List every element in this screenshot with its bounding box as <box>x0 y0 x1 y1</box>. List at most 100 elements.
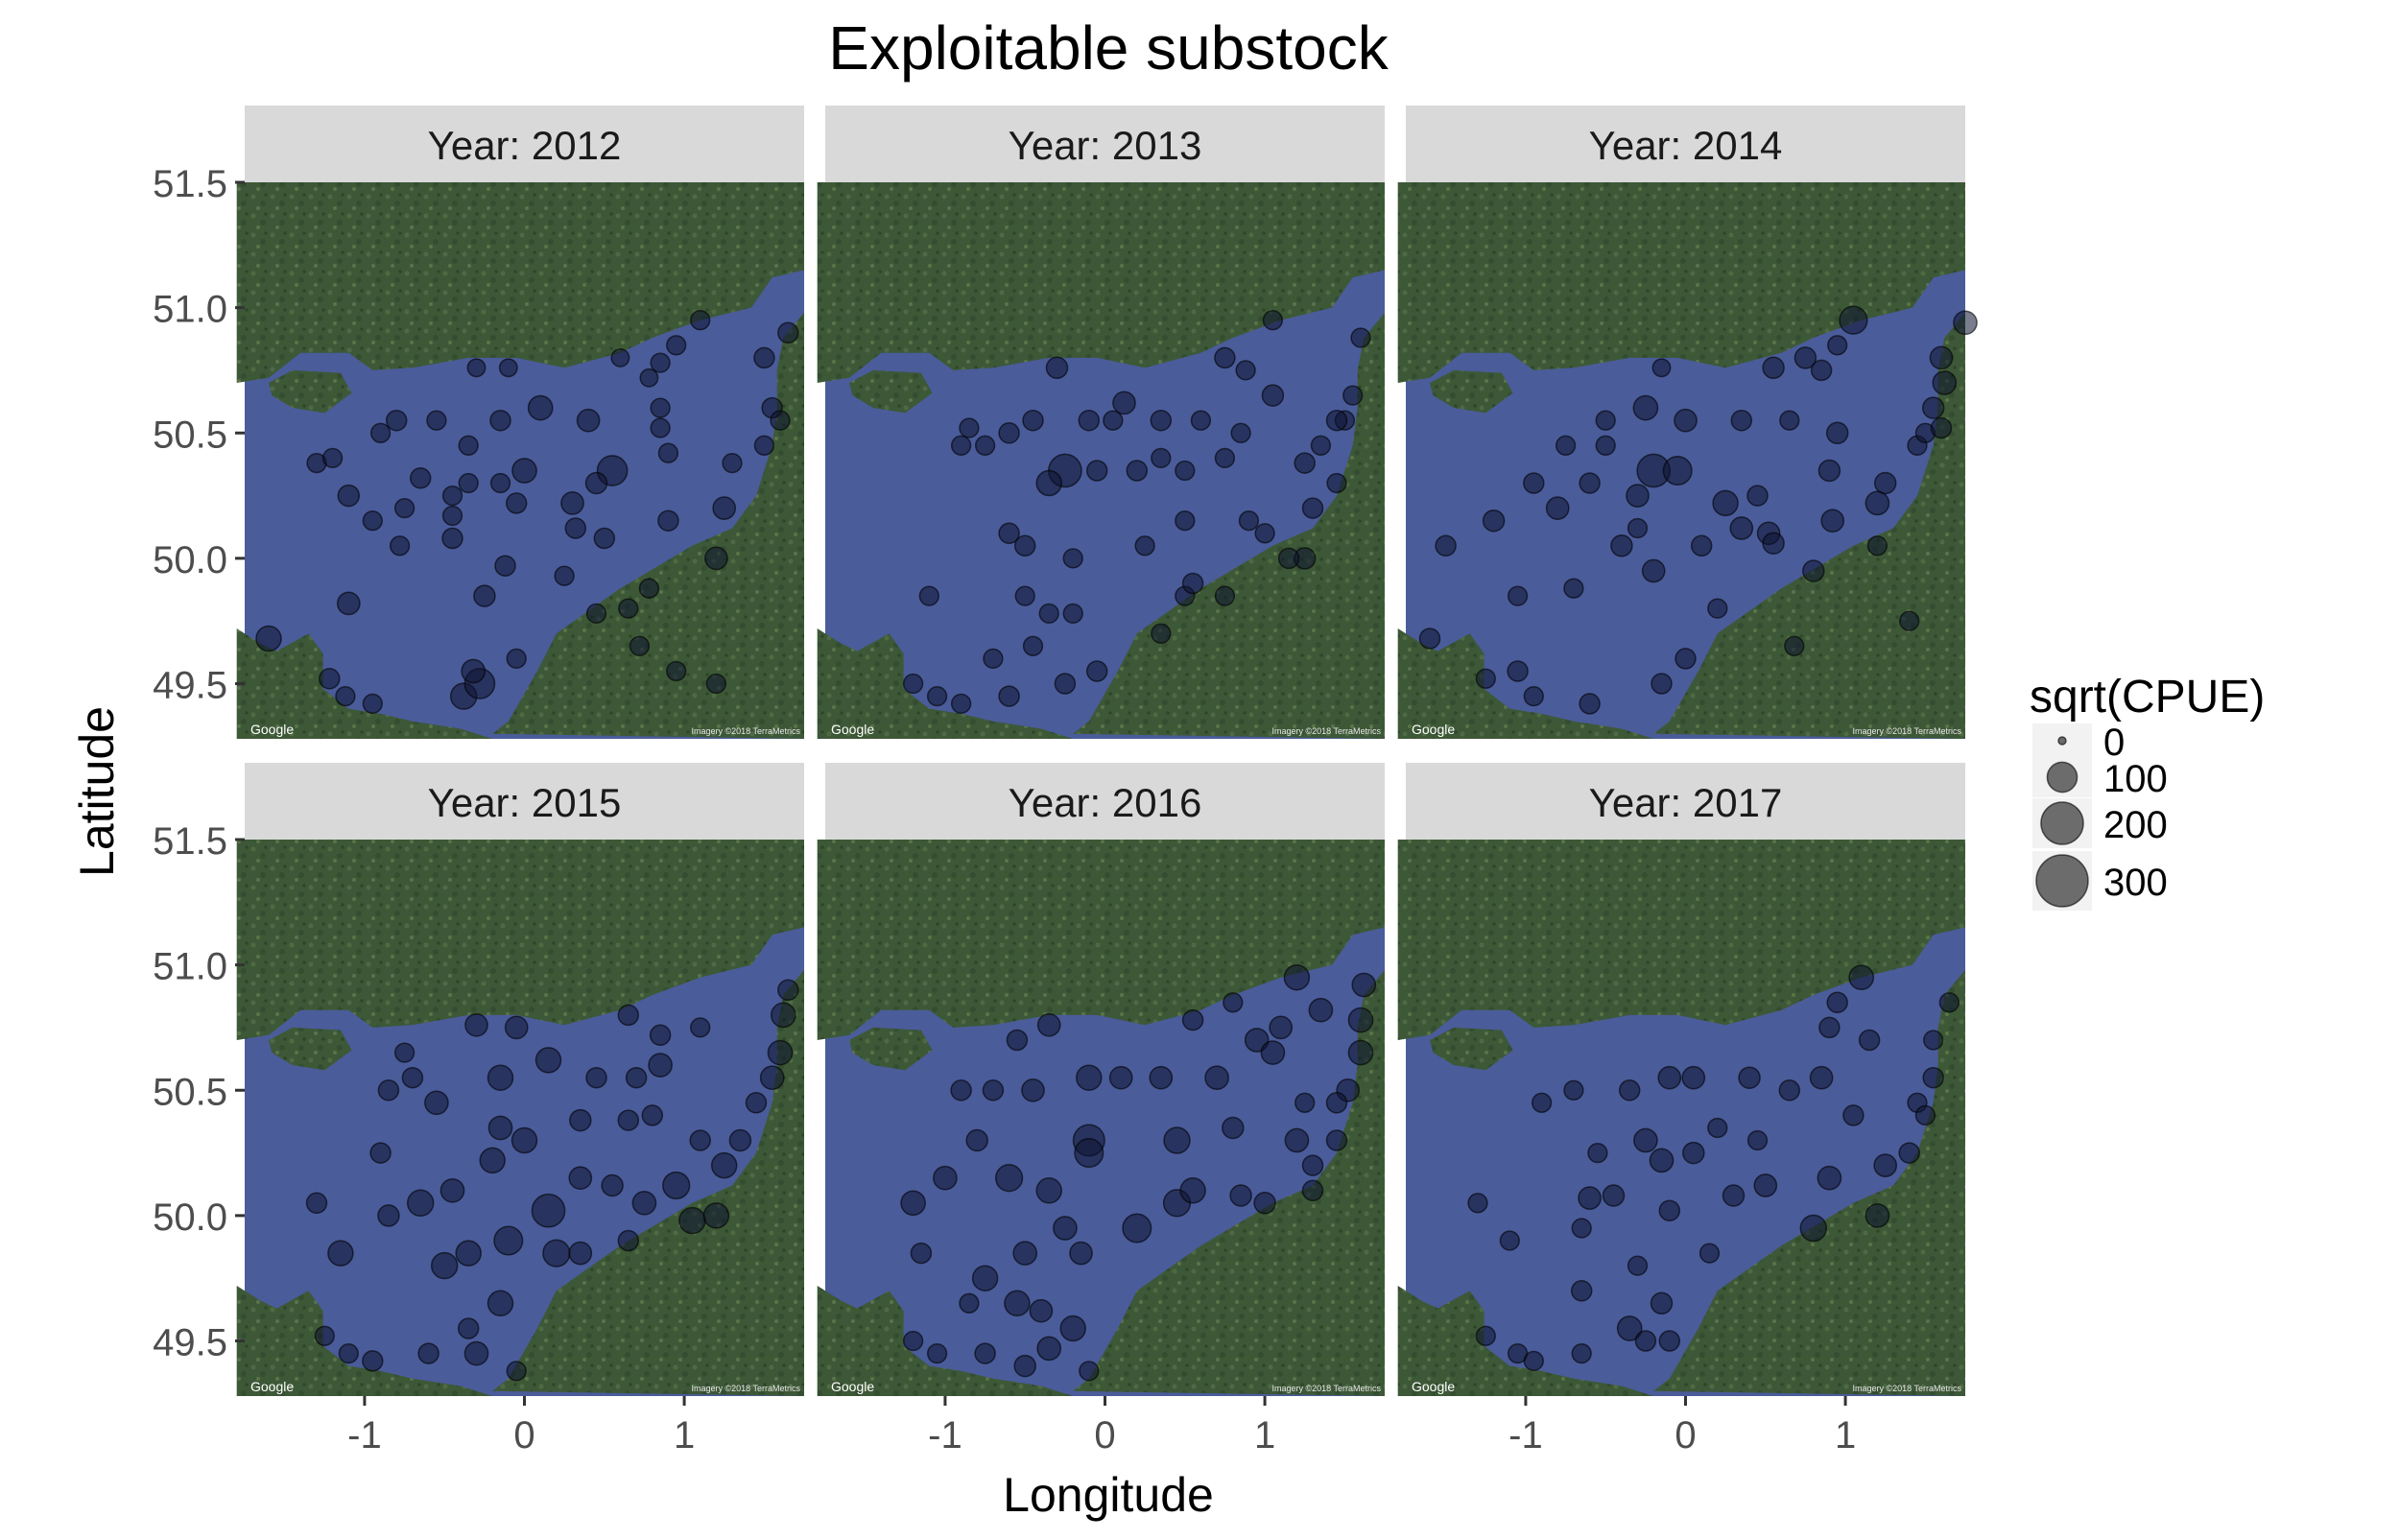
x-tick-label: 0 <box>1675 1414 1696 1457</box>
data-point <box>1923 1030 1944 1051</box>
x-tick-label: 1 <box>1254 1414 1275 1457</box>
legend-key-label: 200 <box>2103 804 2168 846</box>
data-point <box>950 693 972 715</box>
data-point <box>1036 1336 1062 1362</box>
data-point <box>1230 422 1251 443</box>
facet-panel: Year: 2012 Google Imagery ©2018 TerraMetri… <box>236 106 804 739</box>
data-point <box>1545 496 1570 520</box>
data-point <box>926 685 948 707</box>
data-point <box>1681 1065 1706 1090</box>
x-tick-label: 1 <box>1835 1414 1856 1457</box>
data-point <box>1873 1153 1898 1177</box>
y-tick-label: 49.5 <box>153 1322 227 1364</box>
land-cotentin <box>817 628 1074 739</box>
size-legend-title: sqrt(CPUE) <box>2030 672 2265 723</box>
data-point <box>753 435 775 456</box>
y-tick-label: 50.5 <box>153 1071 227 1113</box>
data-point <box>1269 1015 1294 1040</box>
data-point <box>554 565 575 586</box>
data-point <box>648 1053 673 1078</box>
data-point <box>1310 435 1332 456</box>
data-point <box>1059 1315 1086 1342</box>
data-point <box>1175 460 1196 482</box>
data-point <box>1029 1298 1054 1323</box>
data-point <box>982 1079 1005 1102</box>
land-isle-of-wight <box>1430 1027 1513 1071</box>
y-tick-label: 51.5 <box>153 163 227 205</box>
data-point <box>638 578 660 599</box>
data-point <box>506 1361 527 1382</box>
data-point <box>902 673 924 695</box>
data-point <box>489 409 511 432</box>
data-point <box>369 1142 392 1164</box>
land-england <box>236 182 804 383</box>
land-england <box>817 182 1385 383</box>
data-point <box>393 1042 416 1063</box>
facet-strip-label: Year: 2013 <box>1009 123 1202 168</box>
data-point <box>504 1015 529 1040</box>
data-point <box>950 1079 972 1102</box>
data-point <box>1222 1116 1245 1140</box>
data-point <box>1922 1066 1944 1089</box>
data-point <box>1730 409 1753 432</box>
data-point <box>1261 384 1285 407</box>
data-point <box>617 1109 640 1131</box>
data-point <box>1571 1342 1592 1364</box>
data-point <box>629 635 651 656</box>
data-point <box>1045 356 1069 380</box>
data-point <box>610 347 630 367</box>
data-point <box>1650 1291 1674 1315</box>
data-point <box>1214 346 1236 369</box>
y-axis-label: Latitude <box>70 706 124 877</box>
data-point <box>1938 992 1960 1013</box>
data-point <box>753 346 775 369</box>
data-point <box>1507 585 1529 606</box>
data-point <box>690 1017 711 1038</box>
land-france <box>1653 312 1965 739</box>
land-england <box>1397 182 1965 383</box>
map-attribution-left: Google <box>1412 722 1455 737</box>
facet-strip <box>245 106 804 182</box>
data-point <box>479 1147 506 1174</box>
data-point <box>560 491 584 515</box>
data-point <box>1235 360 1256 381</box>
data-point <box>1254 523 1275 544</box>
data-point <box>1682 1141 1705 1165</box>
data-point <box>1078 409 1101 432</box>
map-attribution-right: Imagery ©2018 TerraMetrics <box>1852 1384 1961 1393</box>
data-point <box>1932 370 1958 395</box>
y-tick-label: 51.5 <box>153 820 227 863</box>
data-point <box>505 492 528 514</box>
data-point <box>965 1128 988 1152</box>
data-point <box>1826 991 1848 1014</box>
data-point <box>662 1171 691 1200</box>
data-point <box>584 471 608 495</box>
data-point <box>1595 435 1616 456</box>
data-point <box>1022 409 1044 432</box>
data-point <box>1085 660 1108 682</box>
data-point <box>639 367 659 388</box>
map-attribution-left: Google <box>250 722 294 737</box>
data-point <box>534 1047 562 1074</box>
land-cotentin <box>817 1286 1074 1396</box>
data-point <box>998 422 1020 444</box>
data-point <box>1038 603 1059 625</box>
data-point <box>1149 1065 1174 1090</box>
map-attribution-right: Imagery ©2018 TerraMetrics <box>1271 726 1381 736</box>
data-point <box>1482 509 1506 533</box>
data-point <box>690 310 711 331</box>
data-point <box>1004 1290 1031 1317</box>
data-point <box>1595 410 1616 431</box>
data-point <box>1151 447 1172 469</box>
legend-key-label: 100 <box>2103 758 2168 800</box>
y-tick-label: 51.0 <box>153 289 227 331</box>
data-point <box>1467 1193 1488 1214</box>
facet-panel: Year: 2014 Google Imagery ©2018 TerraMetri… <box>1397 106 1978 739</box>
data-point <box>1294 452 1316 474</box>
data-point <box>1818 1016 1841 1039</box>
map-attribution-left: Google <box>250 1379 294 1394</box>
data-point <box>487 1290 514 1317</box>
data-point <box>1013 534 1036 557</box>
data-point <box>305 1192 328 1215</box>
